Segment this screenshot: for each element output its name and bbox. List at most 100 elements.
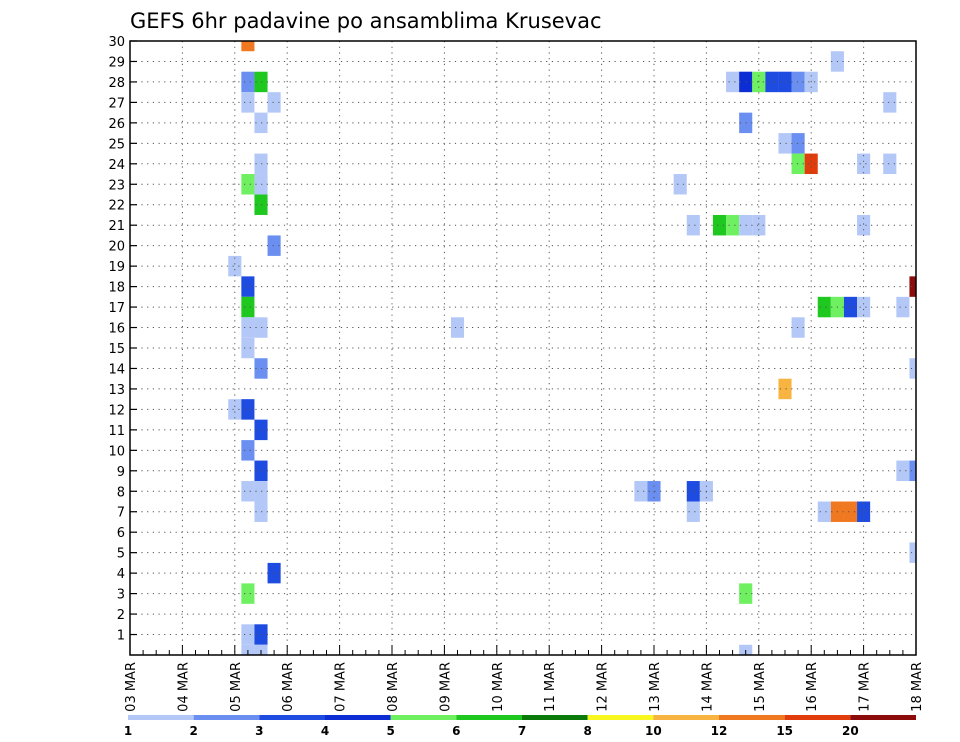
- precip-cell: [896, 296, 910, 318]
- y-tick-label: 21: [108, 219, 125, 234]
- precip-cell: [857, 296, 871, 318]
- y-tick-label: 9: [117, 465, 125, 480]
- precip-cell: [254, 317, 268, 338]
- precip-cell: [712, 214, 727, 236]
- legend-label: 7: [518, 724, 526, 738]
- precip-cell: [909, 276, 916, 297]
- precip-cell: [778, 71, 792, 93]
- precip-cell: [883, 92, 897, 113]
- y-tick-label: 22: [108, 199, 125, 214]
- x-tick-label: 06 MAR: [281, 662, 296, 712]
- precip-cell: [896, 460, 910, 482]
- legend-swatch: [193, 715, 260, 720]
- precip-cell: [228, 399, 242, 420]
- precip-cell: [241, 296, 255, 318]
- y-tick-label: 11: [108, 424, 125, 439]
- y-tick-label: 3: [117, 588, 125, 603]
- legend-swatch: [719, 715, 785, 720]
- legend-label: 10: [645, 724, 662, 738]
- legend-swatch: [325, 715, 391, 720]
- precip-cell: [778, 378, 792, 400]
- precip-cell: [686, 501, 700, 522]
- legend-swatch: [653, 715, 719, 720]
- x-tick-label: 14 MAR: [700, 662, 715, 712]
- y-tick-label: 14: [108, 362, 125, 377]
- legend-swatch: [128, 715, 194, 720]
- precip-cell: [241, 624, 255, 645]
- precip-cell: [254, 644, 268, 655]
- precip-cell: [817, 501, 831, 522]
- precip-cell: [241, 174, 255, 195]
- precip-cell: [843, 296, 858, 318]
- precip-cell: [228, 255, 242, 277]
- precip-cell: [241, 71, 255, 93]
- y-tick-label: 17: [108, 301, 125, 316]
- precip-cell: [857, 153, 871, 175]
- y-tick-label: 8: [117, 485, 125, 500]
- x-tick-label: 15 MAR: [753, 662, 768, 712]
- precip-cell: [883, 153, 897, 175]
- x-tick-label: 05 MAR: [229, 662, 244, 712]
- y-tick-label: 12: [108, 403, 125, 418]
- x-tick-label: 04 MAR: [176, 662, 191, 712]
- precip-cell: [241, 337, 255, 359]
- y-tick-label: 28: [108, 76, 125, 91]
- precip-cell: [254, 174, 268, 195]
- legend-swatch: [587, 715, 654, 720]
- precip-cell: [254, 194, 268, 215]
- precip-cell: [726, 71, 740, 93]
- legend-label: 2: [189, 724, 197, 738]
- legend-label: 6: [452, 724, 460, 738]
- y-tick-label: 27: [108, 96, 125, 111]
- precip-cell: [254, 481, 268, 502]
- y-tick-label: 15: [108, 342, 125, 357]
- precip-cell: [241, 583, 255, 604]
- y-tick-label: 13: [108, 383, 125, 398]
- legend-swatch: [522, 715, 588, 720]
- chart-title: GEFS 6hr padavine po ansamblima Krusevac: [130, 9, 602, 33]
- legend-label: 5: [386, 724, 394, 738]
- y-tick-label: 7: [117, 506, 125, 521]
- precip-cell: [450, 317, 465, 338]
- y-tick-label: 25: [108, 137, 125, 152]
- precip-cell: [817, 296, 831, 318]
- legend-swatch: [259, 715, 325, 720]
- precip-cell: [254, 358, 268, 379]
- x-tick-label: 12 MAR: [596, 662, 611, 712]
- precip-cell: [634, 481, 648, 502]
- x-tick-label: 13 MAR: [648, 662, 663, 712]
- precip-cell: [686, 214, 700, 236]
- precip-cell: [857, 214, 871, 236]
- legend-swatch: [456, 715, 522, 720]
- precip-cell: [739, 644, 753, 655]
- y-tick-label: 5: [117, 547, 125, 562]
- legend-label: 8: [583, 724, 591, 738]
- y-tick-label: 6: [117, 526, 125, 541]
- y-tick-label: 26: [108, 117, 125, 132]
- x-tick-label: 08 MAR: [386, 662, 401, 712]
- precip-cell: [909, 460, 916, 482]
- x-tick-label: 10 MAR: [491, 662, 506, 712]
- x-tick-label: 09 MAR: [438, 662, 453, 712]
- precip-cell: [673, 174, 687, 195]
- precip-cell: [241, 41, 255, 52]
- legend-label: 12: [711, 724, 728, 738]
- precip-cell: [765, 71, 779, 93]
- precip-cell: [241, 276, 255, 297]
- precip-cell: [267, 235, 281, 256]
- precip-cell: [843, 501, 858, 522]
- precip-cell: [752, 214, 766, 236]
- y-tick-label: 23: [108, 178, 125, 193]
- precip-cell: [254, 71, 268, 93]
- precip-cell: [241, 92, 255, 113]
- precip-cell: [778, 133, 792, 154]
- precip-cell: [241, 481, 255, 502]
- y-tick-label: 16: [108, 322, 125, 337]
- precip-cell: [804, 153, 818, 175]
- precip-cell: [241, 317, 255, 338]
- y-tick-label: 10: [108, 444, 125, 459]
- precip-cell: [686, 481, 700, 502]
- precip-cell: [254, 419, 268, 441]
- y-tick-label: 1: [117, 629, 125, 644]
